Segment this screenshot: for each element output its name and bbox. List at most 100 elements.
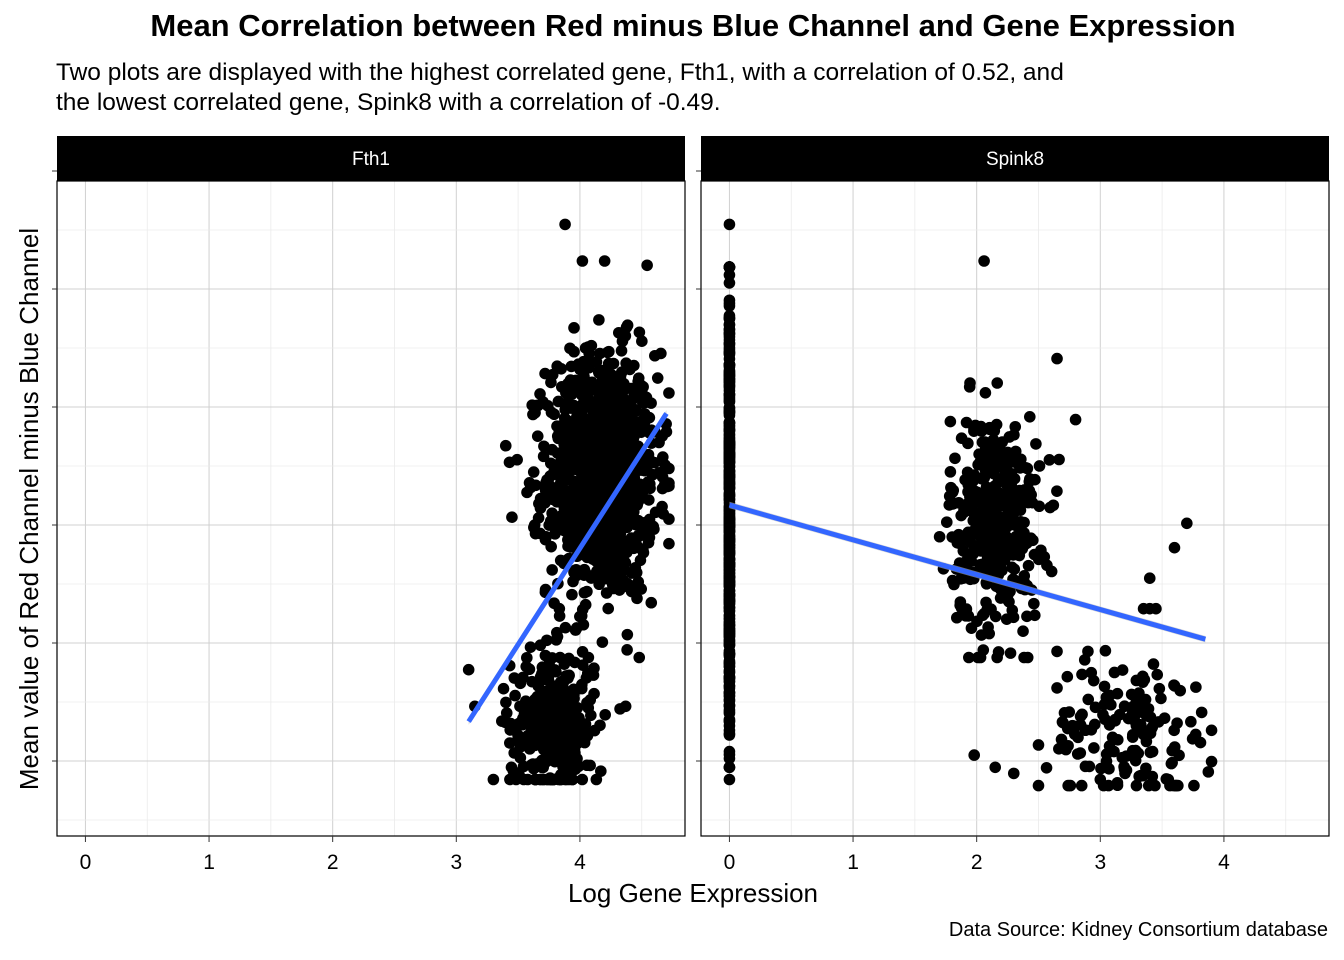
data-point xyxy=(1118,700,1131,713)
data-point xyxy=(610,395,623,407)
data-point xyxy=(964,475,977,488)
data-point xyxy=(651,372,664,384)
data-point xyxy=(1023,411,1036,423)
data-point xyxy=(1009,420,1022,433)
data-point xyxy=(973,509,986,522)
data-point xyxy=(1075,779,1088,792)
data-point xyxy=(723,490,736,502)
data-point xyxy=(593,314,605,326)
data-point xyxy=(986,554,998,567)
panel-spink8: Spink8 0 1 2 3 4 xyxy=(696,136,1330,874)
data-point xyxy=(546,564,558,576)
data-point xyxy=(569,624,582,636)
data-point xyxy=(641,259,653,272)
data-point xyxy=(1040,761,1053,774)
data-point xyxy=(568,322,580,334)
data-point xyxy=(1051,485,1063,497)
data-point xyxy=(1004,585,1016,598)
data-point xyxy=(487,773,500,786)
data-point xyxy=(611,499,624,511)
data-point xyxy=(552,738,565,751)
data-point xyxy=(723,468,736,480)
x-tick-label: 4 xyxy=(574,851,586,874)
data-point xyxy=(1103,719,1116,731)
data-point xyxy=(994,592,1007,604)
points-fth1 xyxy=(462,218,675,786)
data-point xyxy=(621,577,634,590)
data-point xyxy=(614,430,627,443)
data-point xyxy=(1032,739,1045,751)
data-point xyxy=(541,743,554,755)
data-point xyxy=(723,277,736,289)
data-point xyxy=(529,527,542,540)
data-point xyxy=(1137,602,1150,615)
x-tick-label: 1 xyxy=(203,851,215,874)
data-point xyxy=(723,311,736,324)
data-point xyxy=(621,319,634,332)
data-point xyxy=(586,454,599,466)
data-point xyxy=(1142,779,1155,792)
data-point xyxy=(629,536,642,548)
data-point xyxy=(558,767,571,779)
data-point xyxy=(635,583,648,595)
data-point xyxy=(983,423,996,436)
data-point xyxy=(957,572,970,584)
data-point xyxy=(531,430,544,442)
data-point xyxy=(521,651,533,664)
data-point xyxy=(1003,431,1016,443)
data-point xyxy=(602,357,615,370)
data-point xyxy=(723,647,736,660)
data-point xyxy=(621,628,634,641)
data-point xyxy=(576,255,589,267)
data-point xyxy=(611,406,623,419)
data-point xyxy=(723,218,736,231)
data-point xyxy=(527,408,539,421)
data-point xyxy=(590,773,603,786)
data-point xyxy=(534,502,547,514)
data-point xyxy=(633,651,646,664)
data-point xyxy=(552,395,565,408)
data-point xyxy=(1079,724,1092,737)
data-point xyxy=(1053,453,1065,466)
data-point xyxy=(1089,701,1102,714)
data-point xyxy=(1130,719,1143,732)
data-point xyxy=(982,621,994,633)
data-point xyxy=(584,759,596,772)
data-point xyxy=(1007,767,1020,780)
data-point xyxy=(1166,756,1178,769)
data-point xyxy=(1145,723,1158,735)
data-point xyxy=(1094,773,1107,786)
data-point xyxy=(1146,770,1159,783)
data-point xyxy=(564,342,576,355)
data-point xyxy=(1088,742,1100,754)
data-point xyxy=(622,498,634,511)
data-point xyxy=(944,415,957,428)
data-point xyxy=(1153,682,1166,695)
data-point xyxy=(573,712,585,724)
data-point xyxy=(723,633,736,646)
data-point xyxy=(636,335,648,348)
data-point xyxy=(1000,477,1013,490)
data-point xyxy=(576,453,589,465)
data-point xyxy=(1014,515,1027,528)
data-point xyxy=(994,583,1007,596)
data-point xyxy=(1033,460,1046,472)
data-point xyxy=(542,400,554,412)
data-point xyxy=(964,377,976,389)
data-point xyxy=(1083,760,1096,773)
data-point xyxy=(1127,700,1140,712)
data-point xyxy=(952,496,965,509)
data-point xyxy=(560,730,573,743)
data-point xyxy=(1151,668,1164,681)
data-point xyxy=(1022,559,1035,572)
data-point xyxy=(1061,670,1074,683)
data-point xyxy=(645,596,658,609)
x-tick-label: 1 xyxy=(847,851,859,874)
data-point xyxy=(613,464,625,477)
data-point xyxy=(1133,687,1145,699)
data-point xyxy=(1018,651,1030,664)
data-point xyxy=(991,377,1004,389)
data-point xyxy=(1188,779,1200,792)
data-point xyxy=(723,594,736,607)
data-point xyxy=(1106,731,1119,744)
